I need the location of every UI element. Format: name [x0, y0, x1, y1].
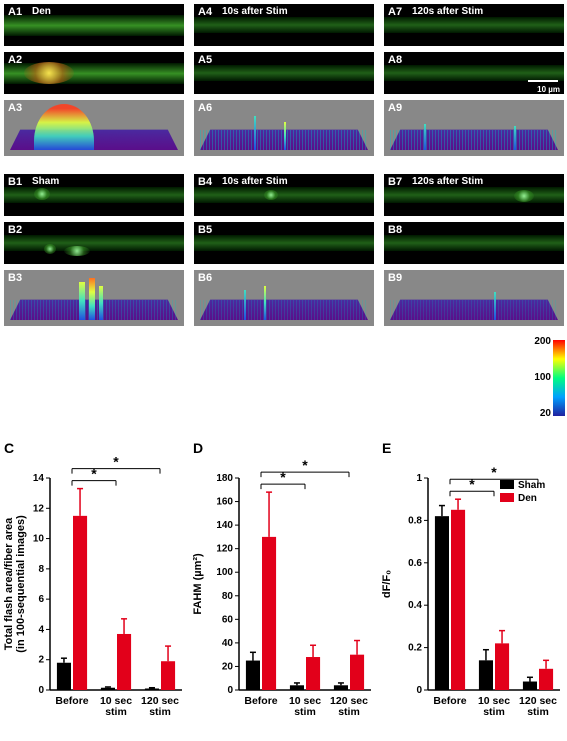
panel-label: B1: [8, 176, 22, 188]
svg-text:0: 0: [416, 685, 422, 696]
svg-text:stim: stim: [338, 706, 360, 718]
panel-B7: B7 120s after Stim: [384, 174, 564, 216]
svg-text:Sham: Sham: [518, 480, 545, 491]
panel-label: B6: [198, 272, 212, 284]
panel-label: B5: [198, 224, 212, 236]
panel-header: 10s after Stim: [222, 6, 288, 17]
svg-text:12: 12: [33, 503, 45, 514]
scale-bar: [528, 80, 558, 82]
svg-text:Den: Den: [518, 493, 537, 504]
svg-text:dF/F₀: dF/F₀: [381, 570, 393, 598]
panel-label: A1: [8, 6, 22, 18]
svg-text:0.6: 0.6: [408, 558, 422, 569]
svg-text:stim: stim: [149, 706, 171, 718]
svg-text:stim: stim: [294, 706, 316, 718]
panel-B3: B3: [4, 270, 184, 326]
svg-text:160: 160: [216, 497, 233, 508]
panel-B5: B5: [194, 222, 374, 264]
svg-text:*: *: [280, 469, 286, 485]
svg-text:60: 60: [222, 614, 234, 625]
panel-B2: B2: [4, 222, 184, 264]
panel-A2: A2: [4, 52, 184, 94]
panel-A6: A6: [194, 100, 374, 156]
svg-text:100: 100: [216, 567, 233, 578]
svg-text:Before: Before: [55, 695, 88, 707]
panel-A5: A5: [194, 52, 374, 94]
svg-text:8: 8: [38, 564, 44, 575]
svg-text:FAHM (µm²): FAHM (µm²): [192, 553, 204, 615]
svg-text:6: 6: [38, 594, 44, 605]
panel-label: B8: [388, 224, 402, 236]
colorbar-mid: 100: [534, 372, 551, 383]
svg-text:1: 1: [416, 473, 422, 484]
svg-text:10: 10: [33, 534, 45, 545]
panel-header: Den: [32, 6, 51, 17]
panel-A1: A1 Den: [4, 4, 184, 46]
panel-label: B4: [198, 176, 212, 188]
scale-bar-label: 10 µm: [537, 85, 560, 94]
panel-B9: B9: [384, 270, 564, 326]
svg-text:0.2: 0.2: [408, 643, 422, 654]
panel-label: A9: [388, 102, 402, 114]
panel-header: 10s after Stim: [222, 176, 288, 187]
colorbar-min: 20: [540, 408, 551, 419]
panel-header: 120s after Stim: [412, 6, 483, 17]
panel-label: A6: [198, 102, 212, 114]
panel-header: Sham: [32, 176, 59, 187]
panel-label: A8: [388, 54, 402, 66]
chart-C: C 02468101214Total flash area/fiber area…: [0, 440, 189, 740]
svg-text:*: *: [302, 457, 308, 473]
svg-text:stim: stim: [483, 706, 505, 718]
svg-text:180: 180: [216, 473, 233, 484]
panel-label: B3: [8, 272, 22, 284]
chart-E: E 00.20.40.60.81dF/F₀Before10 secstim120…: [378, 440, 567, 740]
svg-text:80: 80: [222, 591, 234, 602]
svg-text:Before: Before: [244, 695, 277, 707]
svg-text:4: 4: [38, 624, 44, 635]
svg-text:0.4: 0.4: [408, 600, 422, 611]
panel-label: B2: [8, 224, 22, 236]
svg-text:120: 120: [216, 544, 233, 555]
svg-text:Total flash area/fiber area: Total flash area/fiber area: [3, 517, 15, 650]
colorbar: [553, 340, 565, 416]
svg-text:*: *: [91, 466, 97, 482]
svg-text:0.8: 0.8: [408, 515, 422, 526]
panel-A4: A4 10s after Stim: [194, 4, 374, 46]
panel-label: B9: [388, 272, 402, 284]
panel-label: A7: [388, 6, 402, 18]
panel-B4: B4 10s after Stim: [194, 174, 374, 216]
colorbar-max: 200: [534, 336, 551, 347]
svg-text:2: 2: [38, 655, 44, 666]
panel-label: A2: [8, 54, 22, 66]
bar-charts-row: C 02468101214Total flash area/fiber area…: [0, 440, 567, 740]
panel-label: A3: [8, 102, 22, 114]
svg-text:*: *: [469, 476, 475, 492]
svg-text:14: 14: [33, 473, 45, 484]
panel-A8: A8 10 µm: [384, 52, 564, 94]
panel-label: B7: [388, 176, 402, 188]
panel-header: 120s after Stim: [412, 176, 483, 187]
svg-text:0: 0: [227, 685, 233, 696]
panel-label: A5: [198, 54, 212, 66]
image-panel-grid: A1 Den A4 10s after Stim A7 120s after S…: [0, 0, 567, 326]
panel-B8: B8: [384, 222, 564, 264]
panel-label: A4: [198, 6, 212, 18]
chart-D: D 020406080100120140160180FAHM (µm²)Befo…: [189, 440, 378, 740]
svg-text:20: 20: [222, 661, 234, 672]
svg-text:40: 40: [222, 638, 234, 649]
panel-A3: A3: [4, 100, 184, 156]
svg-text:*: *: [491, 464, 497, 480]
panel-A9: A9: [384, 100, 564, 156]
svg-text:Before: Before: [433, 695, 466, 707]
svg-text:*: *: [113, 454, 119, 470]
svg-text:(in 100-sequential images): (in 100-sequential images): [15, 515, 27, 653]
svg-text:stim: stim: [105, 706, 127, 718]
svg-text:stim: stim: [527, 706, 549, 718]
panel-B1: B1 Sham: [4, 174, 184, 216]
svg-text:140: 140: [216, 520, 233, 531]
svg-text:0: 0: [38, 685, 44, 696]
panel-B6: B6: [194, 270, 374, 326]
panel-A7: A7 120s after Stim: [384, 4, 564, 46]
